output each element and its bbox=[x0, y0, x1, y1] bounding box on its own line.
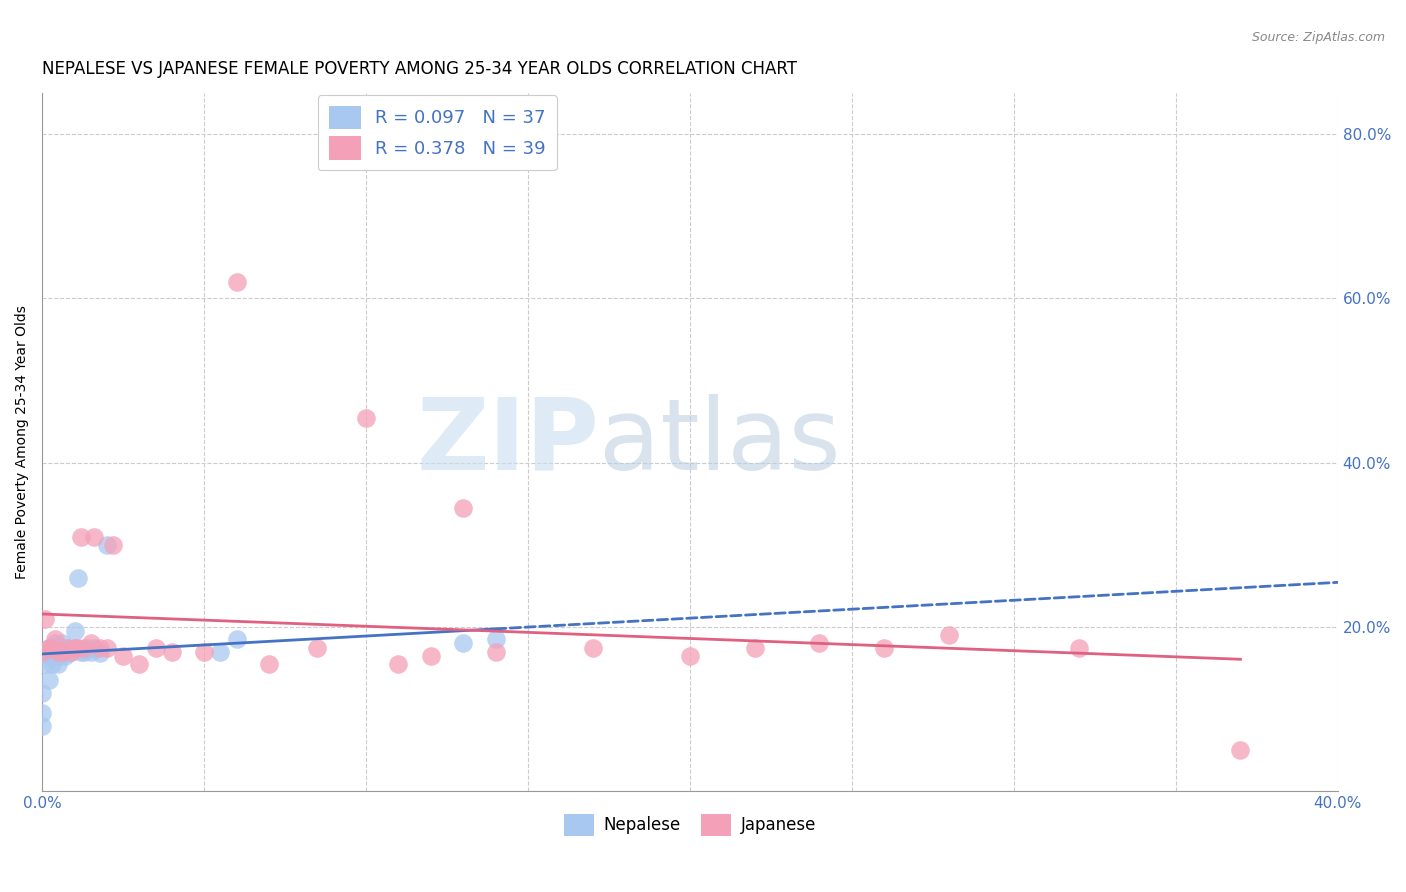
Point bbox=[225, 632, 247, 647]
Point bbox=[48, 640, 70, 655]
Point bbox=[112, 648, 135, 663]
Point bbox=[80, 645, 103, 659]
Point bbox=[44, 632, 66, 647]
Point bbox=[51, 636, 73, 650]
Point bbox=[96, 538, 118, 552]
Point bbox=[31, 686, 53, 700]
Point bbox=[73, 645, 96, 659]
Point bbox=[63, 640, 86, 655]
Point bbox=[53, 648, 76, 663]
Point bbox=[76, 640, 98, 655]
Point bbox=[44, 645, 66, 659]
Point bbox=[679, 648, 702, 663]
Point bbox=[70, 645, 93, 659]
Point bbox=[451, 636, 474, 650]
Point bbox=[744, 640, 766, 655]
Point bbox=[38, 640, 60, 655]
Point bbox=[484, 632, 506, 647]
Point bbox=[808, 636, 831, 650]
Point bbox=[582, 640, 605, 655]
Point bbox=[34, 657, 56, 671]
Point bbox=[63, 640, 86, 655]
Point bbox=[419, 648, 441, 663]
Point bbox=[38, 673, 60, 688]
Point bbox=[41, 657, 63, 671]
Title: NEPALESE VS JAPANESE FEMALE POVERTY AMONG 25-34 YEAR OLDS CORRELATION CHART: NEPALESE VS JAPANESE FEMALE POVERTY AMON… bbox=[42, 60, 797, 78]
Point bbox=[257, 657, 280, 671]
Text: ZIP: ZIP bbox=[416, 393, 599, 491]
Legend: Nepalese, Japanese: Nepalese, Japanese bbox=[557, 807, 823, 842]
Point bbox=[48, 648, 70, 663]
Y-axis label: Female Poverty Among 25-34 Year Olds: Female Poverty Among 25-34 Year Olds bbox=[15, 305, 30, 579]
Point bbox=[31, 718, 53, 732]
Point bbox=[56, 640, 79, 655]
Point bbox=[51, 645, 73, 659]
Point bbox=[80, 636, 103, 650]
Point bbox=[48, 645, 70, 659]
Point bbox=[451, 500, 474, 515]
Point bbox=[44, 636, 66, 650]
Point bbox=[73, 640, 96, 655]
Point bbox=[387, 657, 409, 671]
Point bbox=[53, 640, 76, 655]
Point bbox=[60, 645, 83, 659]
Point bbox=[89, 640, 111, 655]
Point bbox=[51, 645, 73, 659]
Point bbox=[38, 648, 60, 663]
Point bbox=[41, 640, 63, 655]
Point bbox=[193, 645, 215, 659]
Point bbox=[41, 640, 63, 655]
Text: Source: ZipAtlas.com: Source: ZipAtlas.com bbox=[1251, 31, 1385, 45]
Point bbox=[66, 571, 89, 585]
Point bbox=[83, 640, 105, 655]
Point bbox=[96, 640, 118, 655]
Point bbox=[70, 530, 93, 544]
Point bbox=[34, 612, 56, 626]
Text: atlas: atlas bbox=[599, 393, 841, 491]
Point bbox=[41, 645, 63, 659]
Point bbox=[145, 640, 167, 655]
Point bbox=[938, 628, 960, 642]
Point bbox=[209, 645, 232, 659]
Point bbox=[89, 646, 111, 660]
Point bbox=[1067, 640, 1090, 655]
Point bbox=[1229, 743, 1251, 757]
Point bbox=[128, 657, 150, 671]
Point bbox=[160, 645, 183, 659]
Point bbox=[873, 640, 896, 655]
Point bbox=[31, 706, 53, 721]
Point bbox=[354, 410, 377, 425]
Point bbox=[60, 645, 83, 659]
Point bbox=[66, 640, 89, 655]
Point bbox=[307, 640, 329, 655]
Point bbox=[103, 538, 125, 552]
Point bbox=[48, 657, 70, 671]
Point bbox=[63, 624, 86, 639]
Point bbox=[83, 530, 105, 544]
Point bbox=[484, 645, 506, 659]
Point bbox=[225, 275, 247, 289]
Point bbox=[56, 646, 79, 660]
Point bbox=[31, 645, 53, 659]
Point bbox=[38, 640, 60, 655]
Point bbox=[56, 640, 79, 655]
Point bbox=[34, 645, 56, 659]
